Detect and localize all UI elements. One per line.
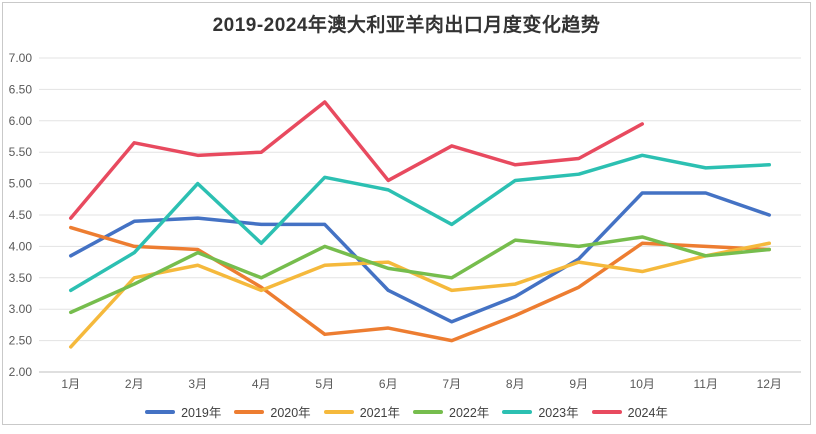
legend-swatch-icon xyxy=(323,409,354,414)
legend-label: 2023年 xyxy=(538,406,579,420)
legend-swatch-icon xyxy=(413,409,443,414)
y-tick-label: 7.00 xyxy=(9,51,33,65)
legend-swatch-icon xyxy=(234,409,265,414)
series-line-2024年 xyxy=(69,100,644,220)
x-tick-label: 2月 xyxy=(125,377,144,391)
y-tick-label: 5.50 xyxy=(9,145,33,159)
legend-item-2021年: 2021年 xyxy=(323,402,400,421)
series-line-2022年 xyxy=(69,235,771,315)
series-line-2023年 xyxy=(69,153,771,293)
series-line-2020年 xyxy=(69,225,771,343)
legend-item-2020年: 2020年 xyxy=(234,402,311,421)
legend-item-2019年: 2019年 xyxy=(145,402,221,421)
legend-item-2022年: 2022年 xyxy=(413,402,489,421)
legend-swatch-icon xyxy=(591,409,622,414)
y-tick-label: 6.50 xyxy=(9,82,33,96)
legend-label: 2019年 xyxy=(181,406,222,420)
line-chart: 7.00 6.50 6.00 5.50 5.00 4.50 4.00 3.50 3.00 2.50… xyxy=(9,51,801,391)
x-tick-label: 9月 xyxy=(569,377,588,391)
x-tick-label: 3月 xyxy=(188,377,207,391)
legend-label: 2022年 xyxy=(449,406,490,420)
legend-swatch-icon xyxy=(502,409,533,414)
y-tick-label: 3.50 xyxy=(9,271,33,285)
series-line-2019年 xyxy=(69,191,771,324)
y-tick-label: 4.50 xyxy=(9,208,33,222)
x-tick-label: 4月 xyxy=(252,377,271,391)
legend-item-2023年: 2023年 xyxy=(502,402,579,421)
legend-label: 2024年 xyxy=(627,406,668,420)
chart-title: 2019-2024年澳大利亚羊肉出口月度变化趋势 xyxy=(212,15,601,36)
x-tick-label: 10月 xyxy=(630,377,655,391)
series-line-2021年 xyxy=(69,241,771,349)
legend-label: 2020年 xyxy=(270,406,311,420)
chart-container: 2019-2024年澳大利亚羊肉出口月度变化趋势 7.00 6.50 6.00 5.5… xyxy=(2,2,811,425)
legend-item-2024年: 2024年 xyxy=(591,402,668,421)
y-tick-label: 2.00 xyxy=(9,365,33,379)
y-tick-label: 5.00 xyxy=(9,177,33,191)
legend-label: 2021年 xyxy=(359,406,400,420)
x-tick-label: 12月 xyxy=(757,377,782,391)
x-tick-label: 7月 xyxy=(442,377,461,391)
x-tick-label: 11月 xyxy=(694,377,718,391)
legend-swatch-icon xyxy=(145,409,176,414)
y-tick-label: 6.00 xyxy=(9,114,33,128)
x-tick-label: 6月 xyxy=(379,377,398,391)
chart-legend: 2019年 2020年 2021年 2022年 2023年 2024年 xyxy=(3,402,810,421)
y-tick-label: 2.50 xyxy=(9,334,33,348)
x-tick-label: 5月 xyxy=(315,377,334,391)
x-tick-label: 8月 xyxy=(506,377,525,391)
y-tick-label: 4.00 xyxy=(9,239,33,253)
y-tick-label: 3.00 xyxy=(9,302,33,316)
x-tick-label: 1月 xyxy=(61,377,80,391)
